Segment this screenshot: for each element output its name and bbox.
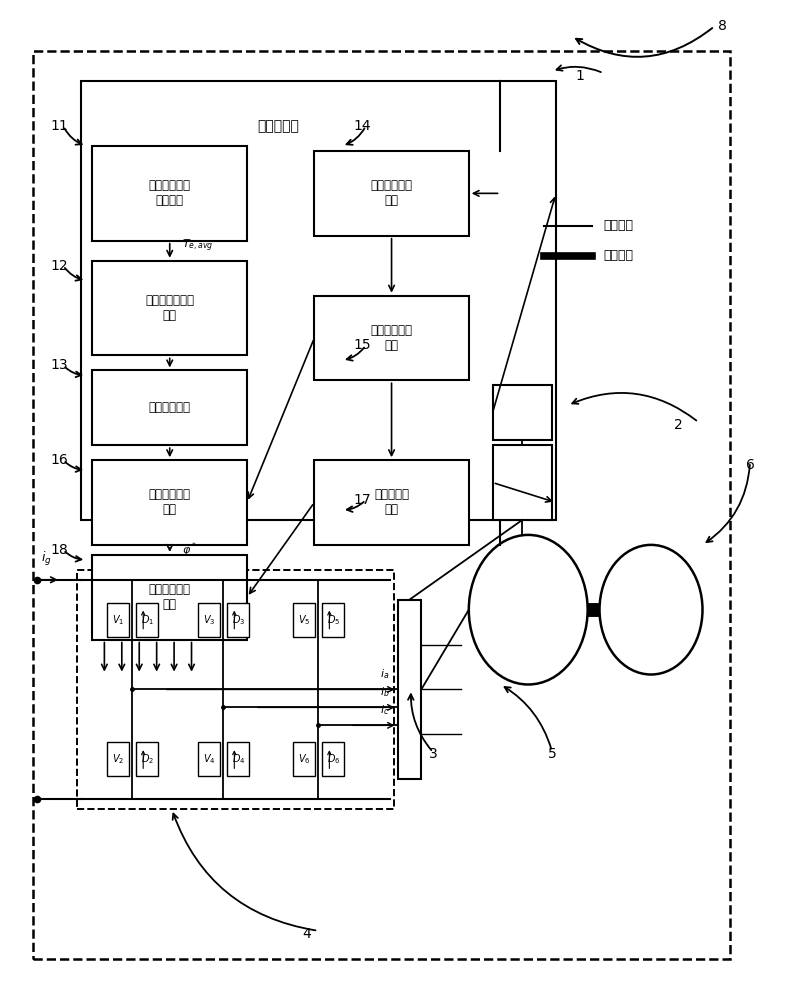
FancyBboxPatch shape [293,742,315,776]
Text: $V_1$: $V_1$ [112,613,124,627]
Text: 15: 15 [353,338,370,352]
Text: 霏尔区间判断
模块: 霏尔区间判断 模块 [370,324,413,352]
Text: 电气连接: 电气连接 [603,219,634,232]
Text: 5: 5 [548,747,556,761]
Text: $T_{e,avg}$: $T_{e,avg}$ [181,238,213,254]
Text: $i_a$: $i_a$ [380,668,390,681]
FancyBboxPatch shape [398,600,421,779]
Text: 相电流采样
模块: 相电流采样 模块 [374,488,409,516]
FancyBboxPatch shape [227,603,250,637]
Text: 6: 6 [746,458,754,472]
Text: 平均电磁转矩
计算模块: 平均电磁转矩 计算模块 [149,179,191,207]
Text: $D_4$: $D_4$ [231,752,245,766]
Text: 8: 8 [718,19,727,33]
Text: 13: 13 [50,358,68,372]
FancyBboxPatch shape [76,570,394,809]
Text: 霏尔信号采样
模块: 霏尔信号采样 模块 [370,179,413,207]
Text: 空间矢量调制
模块: 空间矢量调制 模块 [149,583,191,611]
Text: 电机控制器: 电机控制器 [258,119,300,133]
FancyBboxPatch shape [80,81,556,520]
FancyBboxPatch shape [33,51,731,959]
Text: $V_5$: $V_5$ [298,613,310,627]
FancyBboxPatch shape [198,603,220,637]
FancyBboxPatch shape [322,742,344,776]
Text: 2: 2 [674,418,683,432]
Text: $D_3$: $D_3$ [231,613,245,627]
Text: 18: 18 [50,543,68,557]
FancyBboxPatch shape [493,385,552,440]
Text: $V_6$: $V_6$ [298,752,310,766]
Text: $V_2$: $V_2$ [112,752,124,766]
FancyBboxPatch shape [314,460,469,545]
Text: $D_2$: $D_2$ [141,752,153,766]
Text: $V_3$: $V_3$ [203,613,215,627]
Text: $i_c$: $i_c$ [380,704,390,717]
FancyBboxPatch shape [227,742,250,776]
Text: 1: 1 [576,69,584,83]
FancyBboxPatch shape [198,742,220,776]
Text: $D_6$: $D_6$ [327,752,340,766]
FancyBboxPatch shape [107,603,129,637]
FancyBboxPatch shape [314,151,469,236]
Text: $\varphi^*$: $\varphi^*$ [181,541,196,559]
Text: 最优角度判断
模块: 最优角度判断 模块 [149,488,191,516]
FancyBboxPatch shape [493,445,552,520]
Text: 电磁转矩最大值
模块: 电磁转矩最大值 模块 [145,294,194,322]
FancyBboxPatch shape [92,460,247,545]
Text: $i_b$: $i_b$ [380,686,390,699]
Text: 3: 3 [429,747,437,761]
Text: $V_4$: $V_4$ [203,752,215,766]
FancyBboxPatch shape [92,146,247,241]
Text: 17: 17 [353,493,370,507]
Text: $D_5$: $D_5$ [327,613,340,627]
FancyBboxPatch shape [136,742,158,776]
Text: 12: 12 [50,259,68,273]
Text: $i_g$: $i_g$ [41,550,52,568]
Text: 14: 14 [353,119,370,133]
Text: 机械连接: 机械连接 [603,249,634,262]
FancyBboxPatch shape [314,296,469,380]
Text: 最优角度模块: 最优角度模块 [149,401,191,414]
Text: $D_1$: $D_1$ [141,613,153,627]
Text: 16: 16 [50,453,68,467]
FancyBboxPatch shape [92,370,247,445]
Text: 4: 4 [302,927,311,941]
FancyBboxPatch shape [322,603,344,637]
FancyBboxPatch shape [92,261,247,355]
Text: 11: 11 [50,119,68,133]
FancyBboxPatch shape [107,742,129,776]
FancyBboxPatch shape [136,603,158,637]
FancyBboxPatch shape [92,555,247,640]
FancyBboxPatch shape [293,603,315,637]
